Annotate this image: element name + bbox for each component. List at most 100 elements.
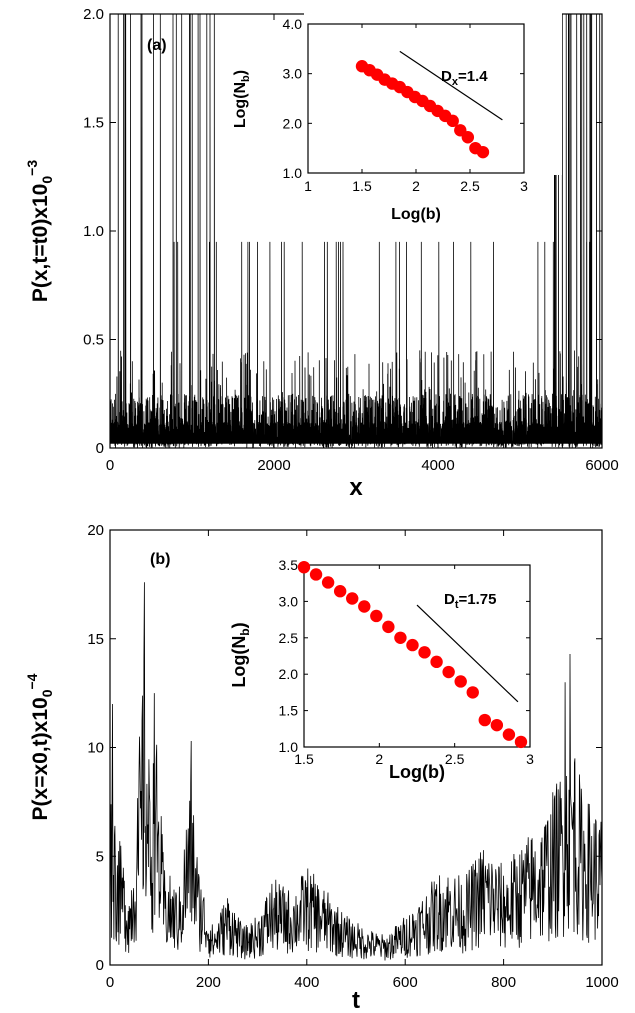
chart-a-inset-y-label-close: ) bbox=[232, 70, 249, 75]
chart-a-inset-frame bbox=[307, 23, 525, 174]
chart-b-series-line bbox=[109, 582, 603, 961]
chart-b-inset-x-tick-label: 3 bbox=[526, 751, 534, 767]
chart-b-x-tick-label: 1000 bbox=[585, 974, 618, 991]
chart-a-panel-label: (a) bbox=[147, 37, 167, 54]
chart-a-x-tick-label: 2000 bbox=[257, 457, 290, 474]
chart-b-annotation-rest: =1.75 bbox=[459, 591, 497, 608]
chart-b-inset-point bbox=[418, 646, 431, 659]
chart-b-y-label-main: P(x=x0,t)x10 bbox=[29, 697, 52, 820]
chart-a-y-tick-label: 0.5 bbox=[83, 332, 104, 349]
chart-b-inset-point bbox=[406, 638, 419, 652]
chart-a-inset-x-tick-label: 3 bbox=[520, 178, 528, 194]
chart-b-inset-y-tick-label: 3.5 bbox=[279, 557, 299, 573]
chart-b-inset-x-tick-label: 2.5 bbox=[445, 751, 465, 767]
chart-a-y-label-main: P(x,t=t0)x10 bbox=[29, 184, 52, 302]
chart-b-x-axis-label: t bbox=[352, 987, 360, 1013]
chart-b-inset-y-label: Log(Nb) bbox=[229, 622, 252, 687]
chart-b-inset-y-tick-label: 1.0 bbox=[279, 739, 299, 755]
chart-b-inset-point bbox=[466, 686, 479, 699]
chart-a-annotation-rest: =1.4 bbox=[458, 68, 488, 85]
chart-a-inset-y-tick-label: 4.0 bbox=[283, 16, 303, 32]
chart-b-inset-y-tick-label: 2.0 bbox=[279, 666, 299, 682]
chart-b-inset-point bbox=[454, 675, 467, 688]
chart-b-y-tick-label: 5 bbox=[96, 848, 104, 865]
chart-b-annotation-main: D bbox=[444, 591, 455, 608]
chart-b-y-label-sub: 0 bbox=[39, 689, 55, 697]
chart-b-x-tick-label: 800 bbox=[491, 974, 516, 991]
chart-b-inset-point bbox=[430, 655, 443, 669]
chart-b-inset-x-tick-label: 2 bbox=[375, 751, 383, 767]
chart-a-y-tick-label: 2.0 bbox=[83, 6, 104, 23]
chart-b-y-tick-label: 10 bbox=[87, 740, 104, 757]
chart-b-inset-point bbox=[394, 631, 407, 644]
chart-a-inset-y-tick-label: 2.0 bbox=[283, 115, 303, 131]
chart-b-inset-x-tick-label: 1.5 bbox=[294, 751, 314, 767]
chart-b-y-tick-label: 0 bbox=[96, 957, 104, 974]
chart-a: 0 2000 4000 6000 0 0.5 1.0 1.5 2.0 (a) x P(x,t=t… bbox=[24, 6, 619, 501]
chart-a-inset-x-tick-label: 1.5 bbox=[352, 178, 372, 194]
chart-b-y-tick-label: 20 bbox=[87, 522, 104, 539]
chart-a-ticks: 0 2000 4000 6000 0 0.5 1.0 1.5 2.0 bbox=[83, 6, 619, 474]
chart-b-y-tick-label: 15 bbox=[87, 631, 104, 648]
chart-b-inset-point bbox=[382, 620, 395, 634]
chart-a-inset-x-tick-label: 2 bbox=[412, 178, 420, 194]
chart-a-inset-reference-line bbox=[399, 50, 503, 121]
chart-a-inset-y-label-sub: b bbox=[240, 75, 252, 82]
chart-b-inset-point bbox=[346, 592, 359, 605]
chart-a-inset-y-tick-label: 1.0 bbox=[283, 165, 303, 181]
chart-b-x-tick-label: 200 bbox=[196, 974, 221, 991]
chart-b-x-tick-label: 400 bbox=[294, 974, 319, 991]
chart-b-inset-point bbox=[297, 560, 311, 574]
chart-b-inset-x-label: Log(b) bbox=[389, 762, 445, 782]
chart-a-inset-y-label: Log(Nb) bbox=[232, 70, 252, 128]
chart-b-inset-point bbox=[514, 735, 528, 749]
chart-b-inset: 1.5 2 2.5 31.01.52.02.53.03.5 Dt=1.75 Log(b… bbox=[229, 557, 552, 789]
chart-a-annotation-main: D bbox=[441, 68, 452, 85]
chart-b-inset-points bbox=[297, 560, 528, 749]
chart-a-inset-point bbox=[446, 114, 459, 128]
chart-b-inset-y-tick-label: 1.5 bbox=[279, 703, 299, 719]
chart-a-y-tick-label: 0 bbox=[96, 440, 104, 457]
chart-b-inset-y-label-sub: b bbox=[238, 628, 252, 635]
chart-a-y-label-exp: −3 bbox=[24, 160, 40, 176]
chart-b-inset-frame bbox=[303, 564, 531, 748]
chart-a-inset-background bbox=[304, 13, 562, 175]
chart-a-inset-point bbox=[476, 145, 490, 159]
chart-b-plot-frame bbox=[109, 529, 603, 966]
chart-a-series-line bbox=[109, 13, 603, 449]
chart-a-inset-y-label-main: Log(N bbox=[232, 82, 249, 128]
chart-b-inset-point bbox=[442, 665, 455, 679]
chart-b-y-axis-label: P(x=x0,t)x100−4 bbox=[24, 673, 55, 820]
chart-b-inset-point bbox=[358, 600, 371, 613]
chart-a-inset-annotation: Dx=1.4 bbox=[441, 68, 488, 88]
chart-a-inset-point bbox=[461, 131, 475, 144]
chart-b-inset-y-label-main: Log(N bbox=[229, 636, 249, 688]
chart-a-x-tick-label: 6000 bbox=[585, 457, 618, 474]
chart-a-inset: 1 1.5 2 2.5 3 1.0 2.0 3.0 4.0 Dx=1.4 Log(b) Log(… bbox=[232, 13, 562, 223]
chart-b-inset-annotation: Dt=1.75 bbox=[444, 591, 496, 611]
chart-a-annotation-sub: x bbox=[452, 76, 459, 88]
chart-b-inset-point bbox=[333, 585, 347, 598]
chart-b-inset-point bbox=[502, 728, 516, 741]
chart-b-inset-point bbox=[309, 568, 323, 581]
chart-b-x-tick-label: 0 bbox=[106, 974, 114, 991]
chart-a-x-tick-label: 0 bbox=[106, 457, 114, 474]
chart-b-inset-y-tick-label: 2.5 bbox=[279, 630, 299, 646]
chart-a-y-axis-label: P(x,t=t0)x100−3 bbox=[24, 160, 55, 302]
chart-a-y-tick-label: 1.5 bbox=[83, 115, 104, 132]
chart-a-inset-x-tick-label: 1 bbox=[304, 178, 312, 194]
chart-b-inset-point bbox=[321, 576, 335, 589]
chart-b-inset-point bbox=[478, 713, 491, 727]
chart-b-y-label-exp: −4 bbox=[24, 673, 40, 689]
chart-b-inset-point bbox=[370, 609, 383, 623]
chart-b-annotation-sub: t bbox=[455, 599, 459, 611]
chart-a-x-tick-label: 4000 bbox=[421, 457, 454, 474]
chart-a-inset-ticks: 1 1.5 2 2.5 3 1.0 2.0 3.0 4.0 bbox=[283, 16, 529, 194]
chart-b-inset-y-tick-label: 3.0 bbox=[279, 593, 299, 609]
chart-a-y-tick-label: 1.0 bbox=[83, 223, 104, 240]
chart-b-panel-label: (b) bbox=[150, 551, 170, 568]
chart-a-inset-y-tick-label: 3.0 bbox=[283, 66, 303, 82]
chart-b-x-tick-label: 600 bbox=[393, 974, 418, 991]
